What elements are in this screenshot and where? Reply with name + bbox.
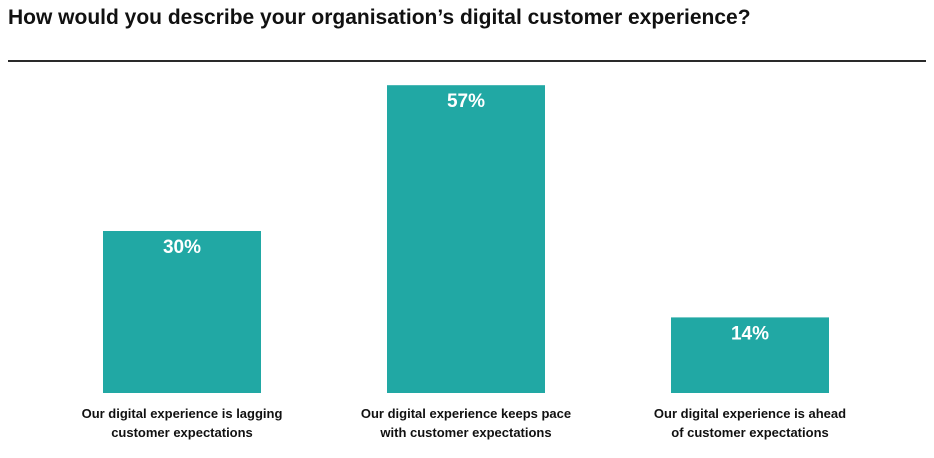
category-label-1-line-2: customer expectations [111,425,253,440]
bar-value-label-1: 30% [163,237,201,258]
category-label-2-line-1: Our digital experience keeps pace [361,406,571,421]
bar-3 [671,317,829,393]
labels-group: Our digital experience is lagging custome… [82,406,847,440]
category-label-1-line-1: Our digital experience is lagging [82,406,283,421]
bar-value-label-3: 14% [731,323,769,344]
chart-title: How would you describe your organisation… [8,6,751,29]
bar-2 [387,85,545,393]
title-divider [8,60,926,62]
bar-1 [103,231,261,393]
category-label-2-line-2: with customer expectations [379,425,551,440]
category-label-3-line-1: Our digital experience is ahead [654,406,846,421]
category-label-3-line-2: of customer expectations [671,425,829,440]
bars-group: 30% 57% 14% [103,85,829,393]
bar-value-label-2: 57% [447,91,485,112]
